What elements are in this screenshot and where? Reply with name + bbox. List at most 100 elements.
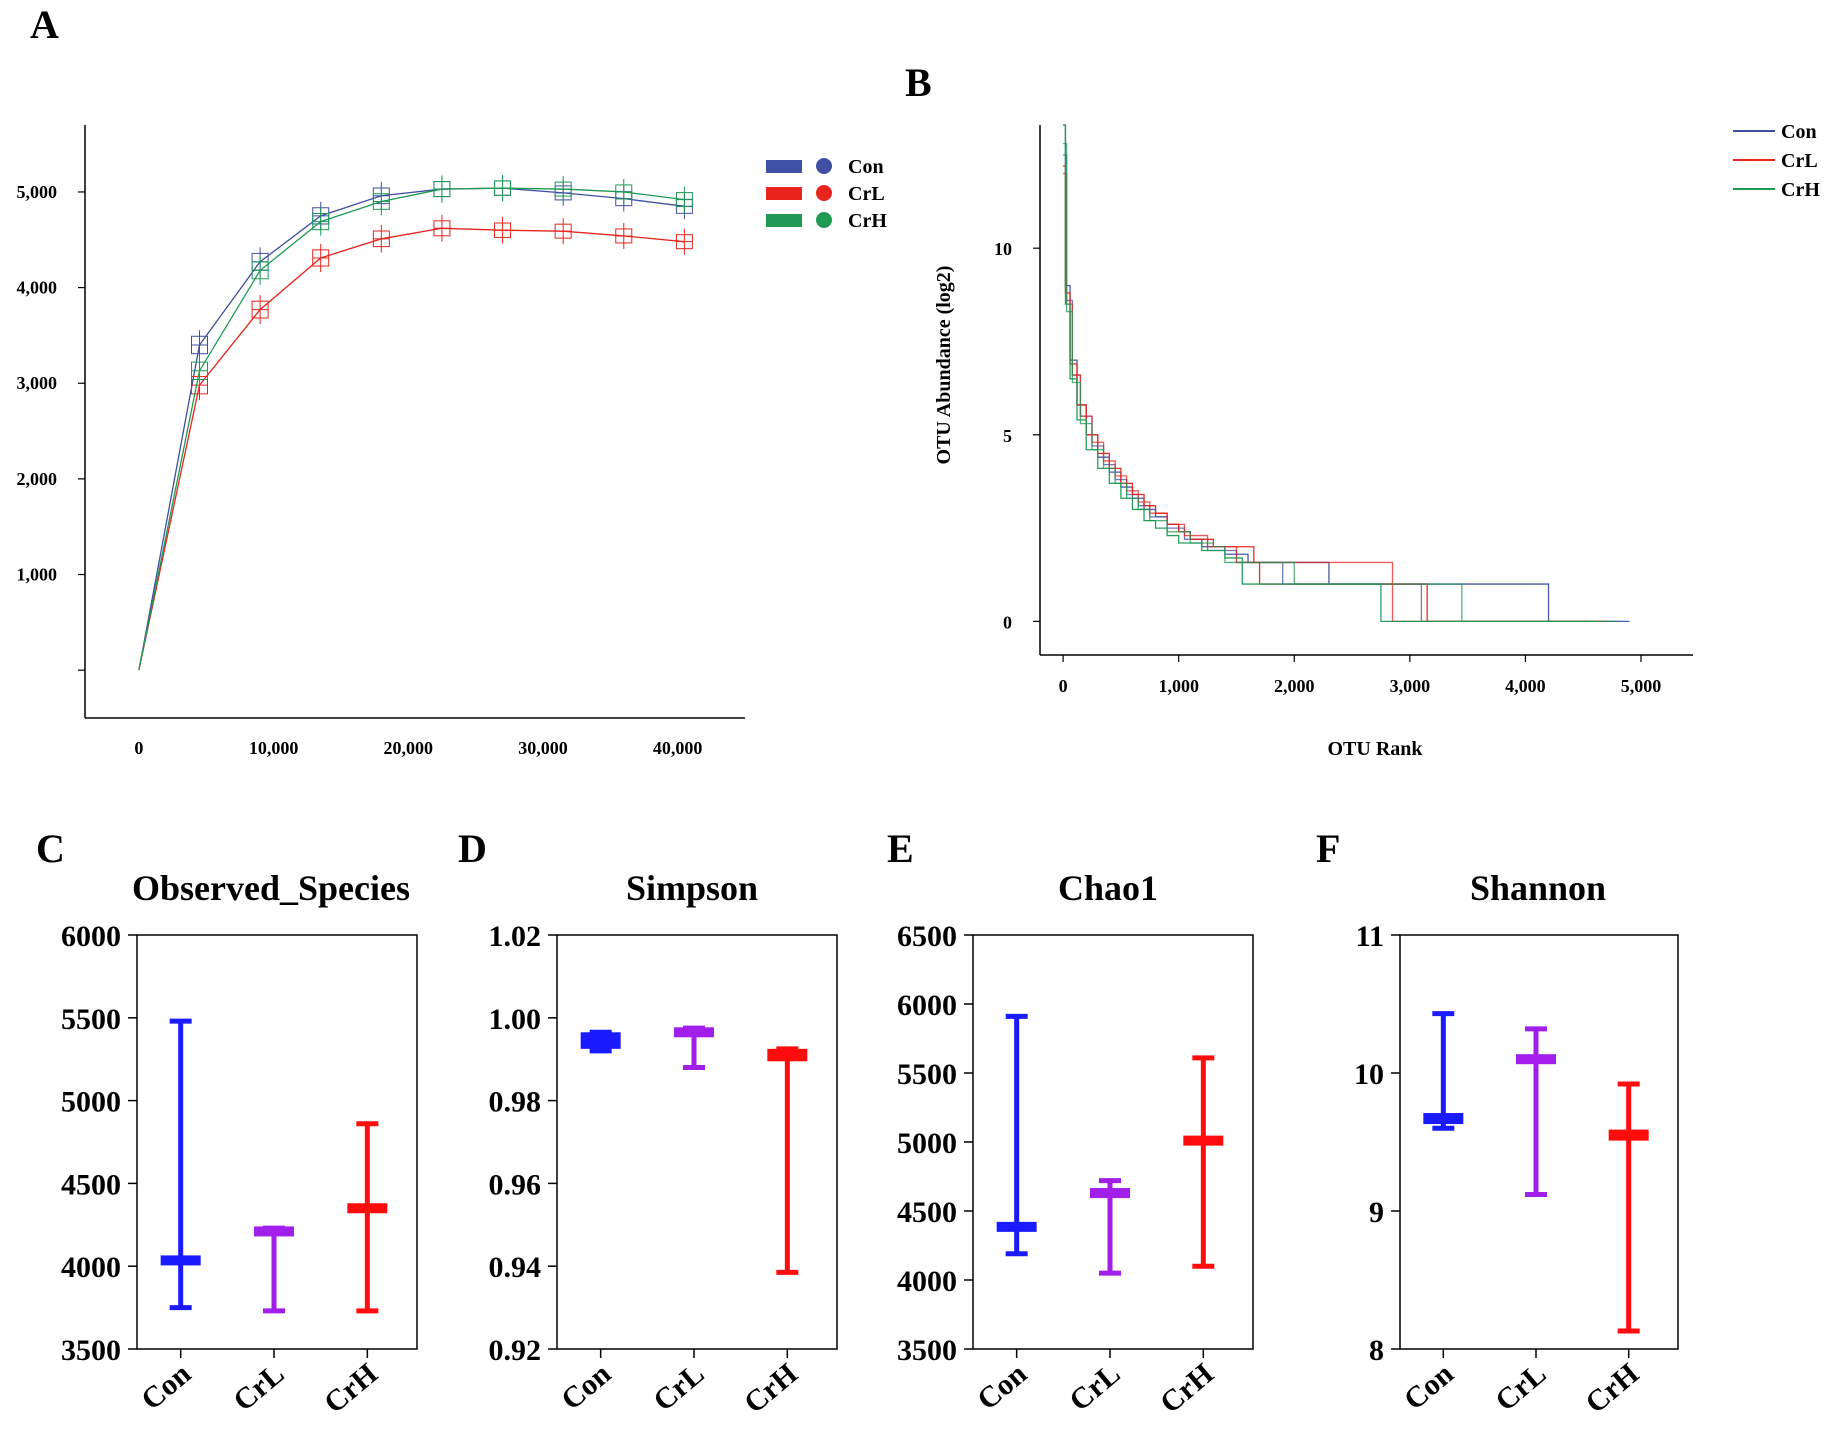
panel-c-x-tick-label: Con [135, 1357, 197, 1417]
panel-e-y-tick-label: 3500 [897, 1334, 957, 1367]
panel-e-y-tick-label: 5500 [897, 1058, 957, 1091]
panel-c-y-tick-label: 5500 [61, 1003, 121, 1036]
panel-e-y-tick-label: 6500 [897, 920, 957, 953]
panel-label-a: A [30, 2, 59, 47]
panel-b-curve-crl [1063, 172, 1595, 623]
panel-b-legend-label-crl: CrL [1781, 150, 1818, 172]
panel-b-curve-crh [1063, 143, 1618, 623]
panel-e-y-tick-label: 4500 [897, 1196, 957, 1229]
panel-d-y-tick-label: 1.00 [489, 1003, 542, 1036]
panel-f-box-con [1423, 1113, 1464, 1125]
panel-b-curve-con [1063, 154, 1618, 623]
panel-label-c: C [36, 826, 65, 871]
panel-b-x-tick-label: 3,000 [1390, 676, 1431, 696]
panel-e-x-tick-label: Con [971, 1357, 1033, 1417]
panel-a-legend-label-con: Con [848, 156, 884, 178]
panel-d-y-tick-label: 0.94 [489, 1251, 542, 1284]
panel-b-x-axis-label: OTU Rank [1327, 738, 1423, 760]
panel-a-y-tick-label: 5,000 [17, 182, 58, 202]
panel-a-x-tick-label: 0 [134, 738, 143, 758]
panel-a-y-tick-label: 4,000 [17, 278, 58, 298]
panel-b-x-tick-label: 0 [1059, 676, 1068, 696]
panel-e-y-tick-label: 4000 [897, 1265, 957, 1298]
panel-d-box-crh [767, 1048, 808, 1062]
panel-f-box-crl [1516, 1054, 1556, 1065]
panel-d-x-tick-label: Con [555, 1357, 617, 1417]
panel-d-y-tick-label: 0.92 [489, 1334, 542, 1367]
panel-c-box-con [160, 1255, 201, 1266]
panel-f-y-tick-label: 10 [1354, 1058, 1384, 1091]
panel-c-x-tick-label: CrL [227, 1357, 290, 1418]
panel-d-frame [556, 934, 838, 1350]
panel-c-box-crl [254, 1226, 294, 1237]
panel-a-x-tick-label: 10,000 [249, 738, 299, 758]
panel-e-box-crh [1183, 1135, 1224, 1146]
panel-b-curve-con [1063, 124, 1630, 623]
panel-e-y-tick-label: 5000 [897, 1127, 957, 1160]
panel-f-frame [1399, 934, 1679, 1350]
panel-label-d: D [458, 826, 487, 871]
panel-b-y-axis-label: OTU Abundance (log2) [933, 266, 955, 465]
panel-d-title: Simpson [626, 868, 758, 908]
panel-a-y-tick-label: 3,000 [17, 373, 58, 393]
panel-c-y-tick-label: 4000 [61, 1251, 121, 1284]
panel-d-box-con [580, 1032, 621, 1049]
panel-f-y-tick-label: 9 [1369, 1196, 1384, 1229]
panel-f-box-crh [1608, 1129, 1649, 1141]
panel-c-y-tick-label: 3500 [61, 1334, 121, 1367]
panel-f-y-tick-label: 11 [1356, 920, 1384, 953]
panel-a-y-tick-label: 2,000 [17, 469, 58, 489]
panel-b-legend-label-crh: CrH [1781, 179, 1820, 201]
panel-a-legend-swatch-crh [766, 214, 802, 227]
panel-e-x-tick-label: CrL [1063, 1357, 1126, 1418]
panel-d-y-tick-label: 1.02 [489, 920, 542, 953]
panel-b-y-tick-label: 10 [994, 239, 1012, 259]
panel-label-f: F [1316, 826, 1340, 871]
panel-e-x-tick-label: CrH [1154, 1357, 1220, 1420]
panel-e-box-crl [1090, 1188, 1130, 1199]
panel-f-title: Shannon [1470, 868, 1606, 908]
panel-e-box-con [996, 1221, 1037, 1232]
panel-c-y-tick-label: 5000 [61, 1086, 121, 1119]
panel-b-x-tick-label: 1,000 [1158, 676, 1199, 696]
panel-b-curve-crh [1063, 124, 1595, 623]
panel-d-y-tick-label: 0.98 [489, 1086, 542, 1119]
panel-a-x-tick-label: 20,000 [384, 738, 434, 758]
panel-e-y-tick-label: 6000 [897, 989, 957, 1022]
panel-f-x-tick-label: CrH [1579, 1357, 1645, 1420]
panel-b-y-tick-label: 5 [1003, 426, 1012, 446]
panel-a-legend-label-crl: CrL [848, 183, 885, 205]
panel-b-y-tick-label: 0 [1003, 612, 1012, 632]
panel-label-e: E [887, 826, 914, 871]
panel-d-x-tick-label: CrH [738, 1357, 804, 1420]
panel-c-y-tick-label: 6000 [61, 920, 121, 953]
panel-a-legend-dot-crh [816, 212, 832, 228]
panel-f-y-tick-label: 8 [1369, 1334, 1384, 1367]
panel-a-legend-label-crh: CrH [848, 210, 887, 232]
panel-c-frame [136, 934, 418, 1350]
panel-a-legend-dot-con [816, 158, 832, 174]
panel-b-legend-label-con: Con [1781, 121, 1817, 143]
panel-a-line-con [138, 187, 685, 671]
panel-e-title: Chao1 [1058, 868, 1158, 908]
panel-b-x-tick-label: 5,000 [1621, 676, 1662, 696]
panel-b-curve-crl [1063, 165, 1607, 623]
panel-c-x-tick-label: CrH [318, 1357, 384, 1420]
panel-a-line-crh [138, 187, 685, 671]
panel-d-y-tick-label: 0.96 [489, 1168, 542, 1201]
panel-b-x-tick-label: 4,000 [1505, 676, 1546, 696]
panel-d-x-tick-label: CrL [647, 1357, 710, 1418]
panel-a-legend-swatch-crl [766, 187, 802, 200]
panel-f-x-tick-label: CrL [1489, 1357, 1552, 1418]
panel-c-title: Observed_Species [132, 868, 410, 908]
panel-c-box-crh [347, 1203, 388, 1214]
panel-a-y-tick-label: 1,000 [17, 565, 58, 585]
panel-a-x-tick-label: 30,000 [518, 738, 568, 758]
panel-c-y-tick-label: 4500 [61, 1168, 121, 1201]
panel-a-legend-swatch-con [766, 160, 802, 173]
panel-d-box-crl [674, 1027, 714, 1038]
panel-a-line-crl [138, 227, 685, 671]
panel-f-x-tick-label: Con [1398, 1357, 1460, 1417]
panel-a-x-tick-label: 40,000 [653, 738, 703, 758]
